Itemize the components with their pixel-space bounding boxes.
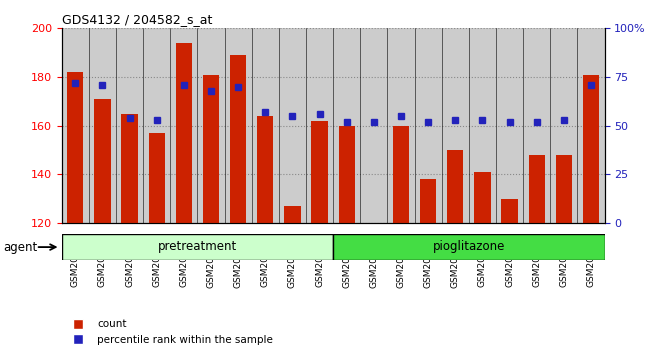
- Bar: [257, 116, 274, 223]
- Bar: [501, 199, 517, 223]
- Bar: [149, 133, 165, 223]
- Bar: [333, 234, 604, 260]
- Bar: [556, 155, 572, 223]
- Bar: [447, 150, 463, 223]
- Bar: [528, 155, 545, 223]
- Bar: [176, 43, 192, 223]
- Bar: [393, 126, 409, 223]
- Legend: count, percentile rank within the sample: count, percentile rank within the sample: [64, 315, 277, 349]
- Text: agent: agent: [3, 241, 38, 254]
- Text: pretreatment: pretreatment: [158, 240, 237, 253]
- Bar: [230, 55, 246, 223]
- Text: pioglitazone: pioglitazone: [433, 240, 505, 253]
- Bar: [311, 121, 328, 223]
- Bar: [420, 179, 436, 223]
- Bar: [62, 234, 333, 260]
- Bar: [583, 75, 599, 223]
- Bar: [67, 72, 83, 223]
- Bar: [474, 172, 491, 223]
- Text: GDS4132 / 204582_s_at: GDS4132 / 204582_s_at: [62, 13, 212, 26]
- Bar: [203, 75, 219, 223]
- Bar: [94, 99, 111, 223]
- Bar: [122, 114, 138, 223]
- Bar: [366, 223, 382, 225]
- Bar: [284, 206, 300, 223]
- Bar: [339, 126, 355, 223]
